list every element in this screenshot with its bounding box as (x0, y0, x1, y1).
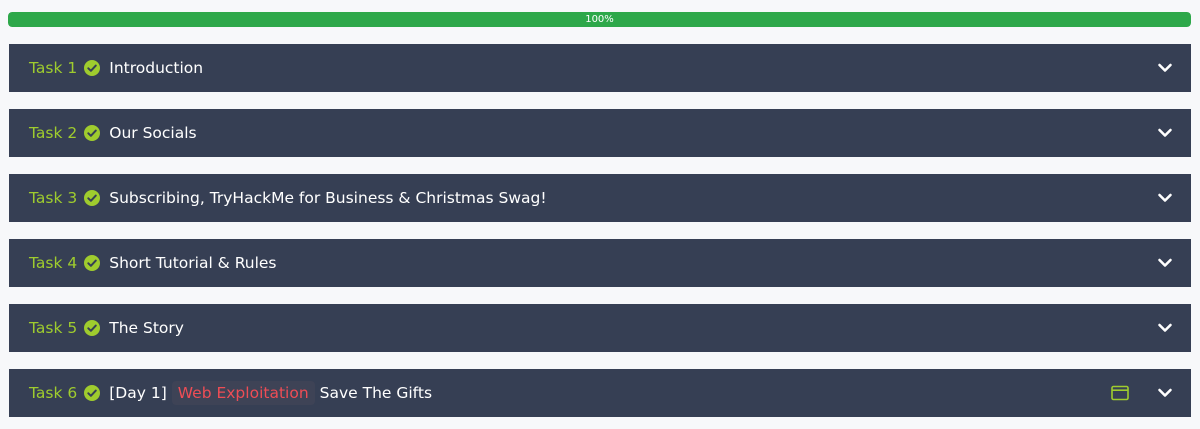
task-number: Task 5 (29, 319, 78, 337)
task-number: Task 1 (29, 59, 78, 77)
check-circle-icon (84, 255, 101, 271)
task-title: Save The Gifts (319, 384, 433, 402)
check-circle-icon (84, 320, 101, 336)
progress-bar-fill: 100% (8, 12, 1191, 27)
task-number: Task 3 (29, 189, 78, 207)
chevron-down-icon[interactable] (1157, 385, 1173, 401)
task-list: Task 1 Introduction Task 2 Our Socials T… (9, 44, 1191, 417)
task-title: The Story (109, 319, 184, 337)
chevron-down-icon[interactable] (1157, 190, 1173, 206)
check-circle-icon (84, 190, 101, 206)
task-title-prefix: [Day 1] (109, 384, 167, 402)
check-circle-icon (84, 60, 101, 76)
task-header-2[interactable]: Task 2 Our Socials (9, 109, 1191, 157)
task-header-6[interactable]: Task 6 [Day 1] Web Exploitation Save The… (9, 369, 1191, 417)
progress-bar: 100% (8, 12, 1191, 27)
check-circle-icon (84, 385, 101, 401)
task-number: Task 4 (29, 254, 78, 272)
task-title: Introduction (109, 59, 204, 77)
task-header-5[interactable]: Task 5 The Story (9, 304, 1191, 352)
task-header-3[interactable]: Task 3 Subscribing, TryHackMe for Busine… (9, 174, 1191, 222)
task-title: Our Socials (109, 124, 197, 142)
task-header-4[interactable]: Task 4 Short Tutorial & Rules (9, 239, 1191, 287)
progress-label: 100% (585, 14, 614, 25)
chevron-down-icon[interactable] (1157, 125, 1173, 141)
task-number: Task 2 (29, 124, 78, 142)
task-header-1[interactable]: Task 1 Introduction (9, 44, 1191, 92)
task-number: Task 6 (29, 384, 78, 402)
task-title: Subscribing, TryHackMe for Business & Ch… (109, 189, 547, 207)
category-tag: Web Exploitation (171, 381, 315, 405)
window-icon[interactable] (1111, 385, 1129, 401)
chevron-down-icon[interactable] (1157, 320, 1173, 336)
check-circle-icon (84, 125, 101, 141)
chevron-down-icon[interactable] (1157, 60, 1173, 76)
task-title: Short Tutorial & Rules (109, 254, 277, 272)
chevron-down-icon[interactable] (1157, 255, 1173, 271)
